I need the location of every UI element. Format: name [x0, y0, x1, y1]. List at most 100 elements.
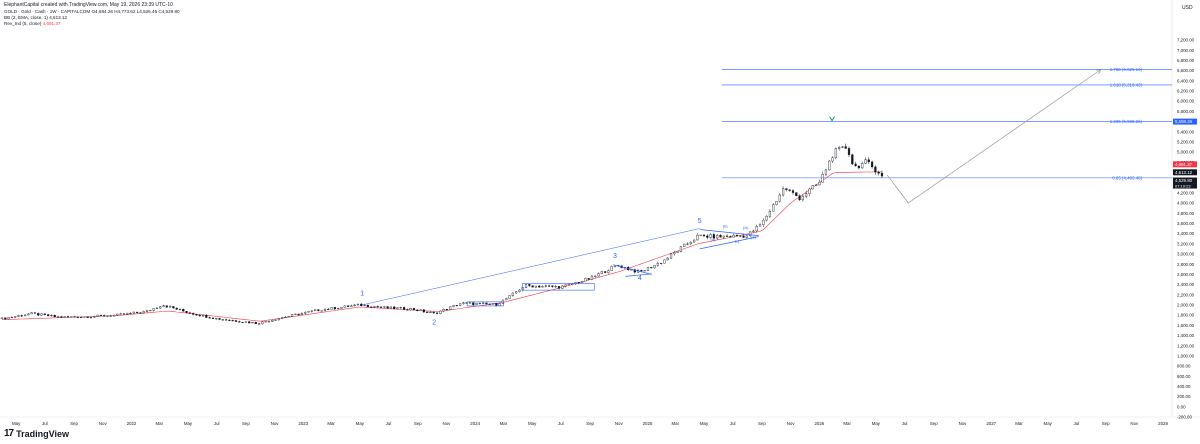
- x-tick-label: May: [528, 421, 537, 426]
- x-tick-label: Sep: [70, 421, 78, 426]
- x-tick-label: Nov: [271, 421, 280, 426]
- legend-indicator-row[interactable]: Rev_Ind (5, close) 4,691.37: [4, 21, 180, 27]
- candle-body: [172, 306, 175, 309]
- candle-body: [716, 234, 719, 239]
- candle-body: [201, 314, 205, 317]
- candle-body: [149, 310, 152, 312]
- candle-body: [122, 313, 126, 315]
- candle: [50, 314, 53, 317]
- x-tick-label: Nov: [615, 421, 624, 426]
- candle-body: [185, 311, 188, 313]
- candle: [99, 314, 102, 316]
- candle: [851, 153, 854, 165]
- legend-bb-row[interactable]: BB (2, EMA, close, 1) 4,613.12: [4, 15, 180, 21]
- candle-body: [864, 159, 867, 164]
- candle: [281, 316, 284, 320]
- candle-body: [785, 188, 788, 191]
- candle: [768, 209, 772, 219]
- candle-body: [683, 243, 686, 247]
- candle: [814, 183, 818, 186]
- x-tick-label: Nov: [443, 421, 452, 426]
- y-tick-label: 5,800.00: [1177, 109, 1195, 114]
- candle-body: [472, 302, 475, 305]
- candle: [561, 285, 564, 290]
- candle-body: [145, 310, 149, 312]
- candle-body: [195, 314, 198, 316]
- candle: [765, 215, 768, 222]
- candle-body: [370, 306, 373, 308]
- candle-body: [604, 271, 607, 273]
- candle-body: [20, 315, 23, 317]
- candle: [439, 310, 442, 315]
- candle: [406, 308, 409, 311]
- candle-body: [462, 302, 465, 304]
- candle-body: [534, 285, 538, 288]
- candle-body: [350, 305, 353, 307]
- candle-body: [831, 157, 834, 162]
- candle: [145, 309, 149, 313]
- candle: [290, 314, 294, 317]
- candle-body: [419, 309, 422, 311]
- candle-body: [330, 307, 333, 310]
- candle: [426, 311, 429, 314]
- wave-count-label: 3: [613, 253, 617, 260]
- candle: [663, 259, 666, 264]
- consolidation-box: [521, 283, 595, 291]
- candle-body: [393, 306, 396, 309]
- candle: [805, 191, 808, 199]
- x-tick-label: 2026: [814, 421, 824, 426]
- price-badge-text: 5,598.26: [1175, 119, 1193, 124]
- candle-body: [225, 319, 228, 321]
- x-tick-label: 2023: [298, 421, 308, 426]
- candle: [175, 307, 178, 310]
- candle: [683, 243, 686, 247]
- y-tick-label: 800.00: [1177, 364, 1191, 369]
- candle: [188, 311, 191, 314]
- candle: [719, 234, 722, 238]
- candle: [310, 310, 313, 313]
- y-tick-label: 400.00: [1177, 384, 1191, 389]
- candle-body: [205, 314, 208, 318]
- candle-body: [178, 309, 182, 311]
- candle: [577, 282, 580, 285]
- price-badge-bg: [1173, 169, 1197, 176]
- candle: [834, 147, 837, 160]
- candle-body: [435, 312, 439, 314]
- wave-count-label: 5: [698, 218, 702, 225]
- y-tick-label: 1,600.00: [1177, 323, 1195, 328]
- candle-body: [198, 314, 201, 317]
- candle-body: [0, 317, 4, 319]
- candle: [231, 319, 234, 322]
- candle: [580, 280, 584, 283]
- legend-symbol-row[interactable]: GOLD · Gold · Cash · 1W · CAPITALCOM O4,…: [4, 9, 180, 15]
- candle: [511, 292, 514, 297]
- candle-body: [847, 148, 851, 155]
- candle-body: [765, 216, 768, 221]
- candle-body: [159, 306, 162, 309]
- sub-wave-label: (b): [723, 223, 729, 228]
- candle: [86, 316, 89, 318]
- candle-body: [76, 316, 79, 318]
- y-tick-label: 3,600.00: [1177, 221, 1195, 226]
- candle-body: [310, 310, 313, 312]
- candle-body: [89, 317, 93, 319]
- candle: [432, 311, 435, 314]
- candle-body: [379, 306, 383, 308]
- candle-body: [719, 234, 722, 238]
- candle-body: [396, 307, 399, 309]
- candle-body: [277, 318, 280, 321]
- candle-body: [327, 308, 330, 310]
- candle: [838, 146, 841, 151]
- candle-body: [452, 305, 455, 307]
- candle: [201, 314, 205, 317]
- candle: [76, 316, 79, 318]
- candle: [27, 312, 30, 316]
- candle-body: [511, 292, 514, 296]
- candle: [317, 309, 320, 312]
- x-tick-label: Sep: [758, 421, 766, 426]
- candle-body: [610, 266, 613, 271]
- candle: [600, 270, 603, 275]
- candle: [340, 306, 343, 309]
- x-tick-label: Mar: [843, 421, 851, 426]
